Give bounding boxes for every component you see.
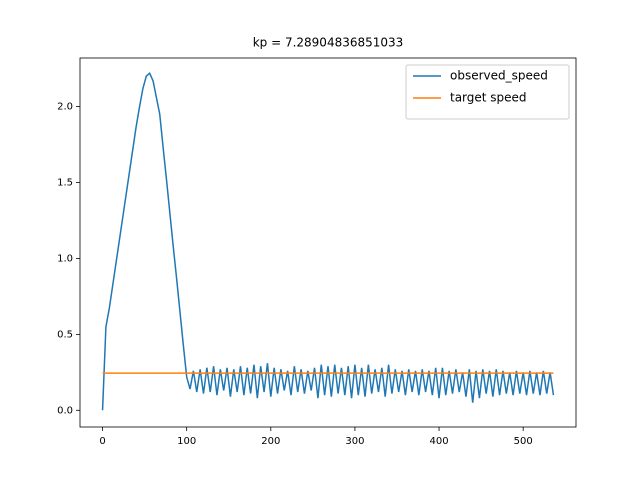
y-tick-label: 0.0 bbox=[57, 405, 73, 416]
y-tick-label: 1.5 bbox=[57, 178, 73, 189]
y-tick-label: 0.5 bbox=[57, 329, 73, 340]
x-tick-label: 100 bbox=[177, 436, 196, 447]
y-tick-label: 1.0 bbox=[57, 253, 73, 264]
series-line bbox=[101, 71, 555, 411]
x-tick-label: 500 bbox=[514, 436, 533, 447]
legend-box bbox=[405, 64, 570, 120]
x-tick-label: 400 bbox=[429, 436, 448, 447]
legend-label: observed_speed bbox=[450, 69, 548, 83]
x-tick-label: 300 bbox=[345, 436, 364, 447]
x-tick-label: 0 bbox=[99, 436, 105, 447]
chart-title: kp = 7.28904836851033 bbox=[253, 36, 404, 50]
plot-frame bbox=[79, 57, 577, 428]
legend-label: target speed bbox=[450, 91, 527, 105]
y-tick-label: 2.0 bbox=[57, 102, 73, 113]
x-tick-label: 200 bbox=[261, 436, 280, 447]
